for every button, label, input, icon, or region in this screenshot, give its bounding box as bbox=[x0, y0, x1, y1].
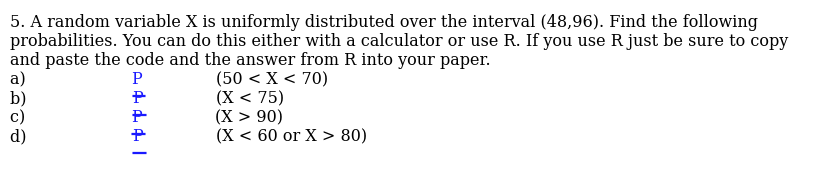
Text: probabilities. You can do this either with a calculator or use R. If you use R j: probabilities. You can do this either wi… bbox=[10, 33, 788, 50]
Text: P: P bbox=[131, 109, 142, 126]
Text: a): a) bbox=[10, 71, 31, 88]
Text: 5. A random variable X is uniformly distributed over the interval (48,96). Find : 5. A random variable X is uniformly dist… bbox=[10, 14, 758, 31]
Text: P: P bbox=[133, 90, 143, 107]
Text: (X > 90): (X > 90) bbox=[215, 109, 283, 126]
Text: b): b) bbox=[10, 90, 31, 107]
Text: (X < 60 or X > 80): (X < 60 or X > 80) bbox=[216, 128, 367, 145]
Text: c): c) bbox=[10, 109, 30, 126]
Text: P: P bbox=[132, 71, 142, 88]
Text: and paste the code and the answer from R into your paper.: and paste the code and the answer from R… bbox=[10, 52, 491, 69]
Text: d): d) bbox=[10, 128, 31, 145]
Text: (50 < X < 70): (50 < X < 70) bbox=[216, 71, 328, 88]
Text: (X < 75): (X < 75) bbox=[216, 90, 284, 107]
Text: P: P bbox=[133, 128, 143, 145]
